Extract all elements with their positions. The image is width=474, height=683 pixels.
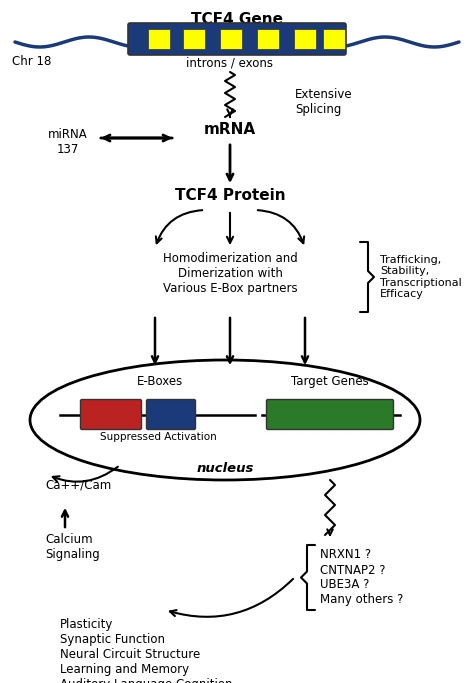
FancyBboxPatch shape	[146, 400, 195, 430]
FancyBboxPatch shape	[128, 23, 346, 55]
FancyBboxPatch shape	[81, 400, 142, 430]
Text: NRXN1 ?
CNTNAP2 ?
UBE3A ?
Many others ?: NRXN1 ? CNTNAP2 ? UBE3A ? Many others ?	[320, 548, 403, 607]
Bar	[294, 29, 316, 49]
Bar	[220, 29, 242, 49]
Text: Homodimerization and
Dimerization with
Various E-Box partners: Homodimerization and Dimerization with V…	[163, 252, 297, 295]
Text: Chr 18: Chr 18	[12, 55, 51, 68]
Text: Ca++/Cam: Ca++/Cam	[45, 478, 111, 491]
Text: Suppressed Activation: Suppressed Activation	[100, 432, 216, 442]
Text: Extensive
Splicing: Extensive Splicing	[295, 88, 353, 116]
Text: nucleus: nucleus	[196, 462, 254, 475]
Ellipse shape	[30, 360, 420, 480]
Text: mRNA: mRNA	[204, 122, 256, 137]
Text: TCF4 Gene: TCF4 Gene	[191, 12, 283, 27]
Text: E-Boxes: E-Boxes	[137, 375, 183, 388]
Bar	[323, 29, 345, 49]
Text: Calcium
Signaling: Calcium Signaling	[45, 533, 100, 561]
Bar	[257, 29, 279, 49]
Text: Plasticity
Synaptic Function
Neural Circuit Structure
Learning and Memory
Audito: Plasticity Synaptic Function Neural Circ…	[60, 618, 233, 683]
Text: TCF4 Protein: TCF4 Protein	[175, 188, 285, 203]
Text: miRNA
137: miRNA 137	[48, 128, 88, 156]
Text: introns / exons: introns / exons	[186, 57, 273, 70]
Bar	[148, 29, 170, 49]
Bar	[183, 29, 205, 49]
FancyBboxPatch shape	[266, 400, 393, 430]
Text: Trafficking,
Stability,
Transcriptional
Efficacy: Trafficking, Stability, Transcriptional …	[380, 255, 462, 299]
Text: Target Genes: Target Genes	[291, 375, 369, 388]
